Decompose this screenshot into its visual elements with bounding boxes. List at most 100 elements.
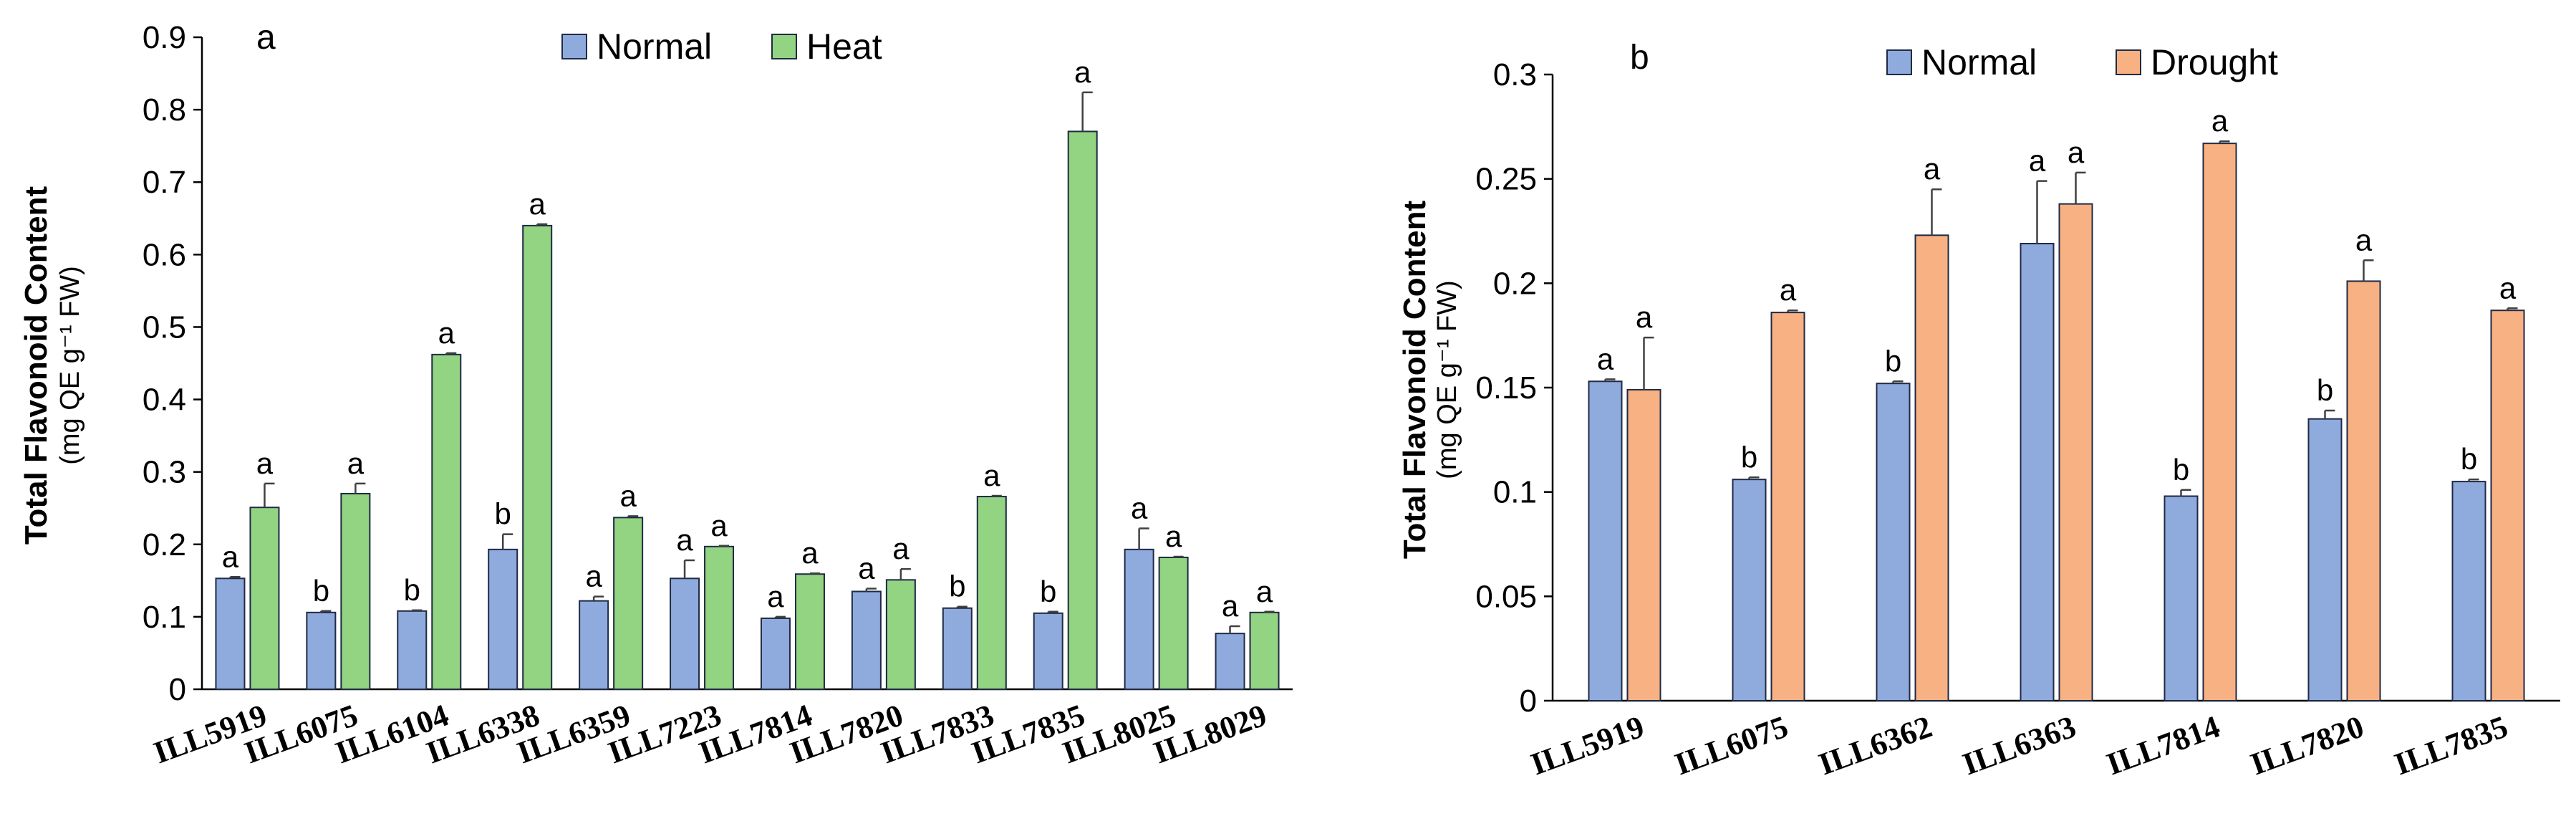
bar-normal (670, 577, 700, 690)
significance-letter: a (1165, 519, 1182, 553)
bar-heat (431, 353, 462, 690)
bar-drought (2490, 310, 2525, 701)
significance-letter: b (949, 570, 965, 603)
error-bar (1787, 309, 1798, 313)
significance-letter: a (1131, 492, 1148, 525)
y-tick-label: 0.3 (143, 455, 186, 490)
bar-heat (976, 496, 1007, 690)
y-tick-label: 0.6 (143, 237, 186, 272)
significance-letter: b (404, 573, 420, 607)
error-bar (683, 559, 695, 579)
x-tick-label: ILL6075 (1670, 709, 1793, 782)
significance-letter: b (1040, 575, 1056, 608)
error-bar (354, 482, 366, 494)
error-bar (1748, 476, 1760, 480)
error-bar (1643, 336, 1654, 390)
significance-letter: a (1222, 589, 1239, 623)
legend-label-normal: Normal (597, 27, 712, 67)
significance-letter: a (585, 560, 602, 593)
y-tick-label: 0.4 (143, 383, 186, 418)
bar-heat (249, 507, 280, 691)
bar-normal (1876, 383, 1911, 701)
legend-label-normal: Normal (1921, 42, 2037, 82)
error-bar (229, 576, 241, 579)
error-bar (1604, 378, 1616, 382)
error-bar (774, 615, 786, 618)
error-bar (1263, 610, 1275, 613)
bar-drought (2058, 203, 2093, 702)
significance-letter: a (1256, 575, 1273, 608)
y-tick-label: 0.7 (143, 165, 186, 200)
bar-heat (1249, 611, 1280, 690)
error-bar (592, 595, 604, 601)
y-axis-unit-group: (mg QE g⁻¹ FW) (55, 266, 85, 465)
y-axis-label: Total Flavonoid Content (1397, 201, 1432, 560)
panel-label: a (256, 19, 276, 57)
y-axis-title: Total Flavonoid Content (1397, 201, 1432, 560)
bar-drought (2346, 280, 2381, 702)
chart-panel-a: 0 0.1 0.2 0.3 0.4 0.5 0.6 0.7 0.8 0.9 Total Flavon… (19, 19, 1293, 770)
y-tick-label: 0.3 (1493, 57, 1537, 92)
bar-drought (1626, 388, 1661, 701)
y-tick-label: 0.2 (1493, 266, 1537, 301)
y-axis-unit: (mg QE g⁻¹ FW) (1432, 280, 1462, 479)
bar-heat (340, 493, 371, 690)
y-tick-label: 0 (169, 672, 186, 707)
error-bar (1081, 91, 1093, 132)
significance-letter: a (438, 316, 455, 350)
bar-normal (488, 548, 518, 690)
error-bar (445, 352, 457, 355)
significance-letter: a (983, 459, 1000, 492)
significance-letter: a (619, 479, 637, 512)
error-bar (1892, 380, 1904, 384)
bar-normal (397, 610, 428, 690)
bar-heat (1067, 130, 1098, 690)
error-bar (865, 588, 877, 592)
error-bar (1931, 188, 1942, 236)
error-bar (899, 567, 911, 580)
bar-normal (1732, 479, 1767, 701)
y-tick-label: 0.8 (143, 92, 186, 128)
bar-normal (2451, 481, 2486, 701)
bar-heat (794, 573, 825, 690)
significance-letter: a (1924, 152, 1941, 186)
error-bar (264, 482, 275, 508)
bar-normal (851, 590, 882, 690)
significance-letter: a (2068, 135, 2085, 169)
error-bar (2468, 478, 2479, 482)
bar-heat (885, 579, 916, 690)
error-bar (2507, 307, 2518, 311)
y-axis-title: Total Flavonoid Content (19, 186, 54, 545)
error-bar (320, 610, 332, 613)
x-tick-label: ILL5919 (1526, 709, 1649, 782)
legend-swatch-drought (2116, 49, 2141, 75)
error-bar (956, 605, 968, 608)
error-bar (411, 609, 423, 612)
x-tick-label: ILL6363 (1958, 709, 2080, 782)
significance-letter: a (347, 446, 365, 480)
x-tick-label: ILL6362 (1814, 709, 1936, 782)
significance-letter: a (1780, 273, 1797, 307)
significance-letter: a (222, 540, 239, 573)
x-tick-label: ILL7820 (2246, 709, 2368, 782)
significance-letter: a (1597, 342, 1614, 375)
error-bar (2180, 489, 2191, 497)
y-tick-label: 0.9 (143, 20, 186, 55)
bar-drought (1914, 234, 1949, 701)
legend-swatch-normal (1886, 49, 1912, 75)
y-tick-label: 0.1 (143, 600, 186, 635)
error-bar (718, 545, 730, 547)
error-bar (627, 515, 639, 518)
error-bar (2219, 140, 2230, 144)
legend-label-drought: Drought (2151, 42, 2278, 82)
significance-letter: a (892, 532, 910, 565)
error-bar (2075, 171, 2086, 204)
error-bar (1138, 527, 1149, 550)
significance-letter: b (1885, 344, 1901, 378)
significance-letter: a (2355, 223, 2373, 257)
panel-label: b (1630, 39, 1649, 77)
y-axis-unit: (mg QE g⁻¹ FW) (55, 266, 85, 465)
significance-letter: a (1074, 55, 1091, 89)
y-tick-label: 0.2 (143, 527, 186, 562)
